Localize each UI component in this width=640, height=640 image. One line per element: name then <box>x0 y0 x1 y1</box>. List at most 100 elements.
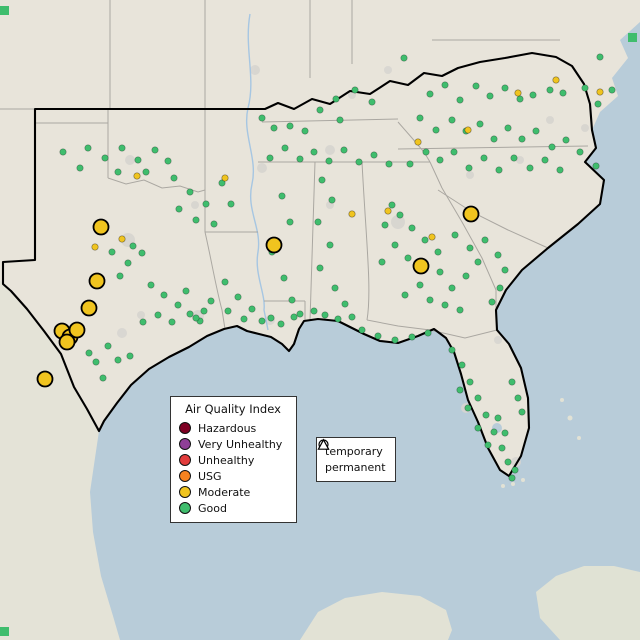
monitor-moderate-temporary <box>58 333 76 351</box>
monitor-good <box>281 144 289 152</box>
legend-item-label: Hazardous <box>198 421 257 435</box>
monitor-good <box>518 135 526 143</box>
monitor-moderate <box>464 126 472 134</box>
monitor-moderate-temporary <box>412 257 430 275</box>
moderate-swatch-icon <box>179 486 191 498</box>
monitor-good <box>370 151 378 159</box>
monitor-good <box>175 205 183 213</box>
monitor-good <box>559 89 567 97</box>
monitor-good <box>541 156 549 164</box>
monitor-good <box>84 144 92 152</box>
corner-marker <box>628 33 637 42</box>
monitor-moderate-temporary <box>462 205 480 223</box>
monitor-good <box>465 164 473 172</box>
monitor-good <box>139 318 147 326</box>
corner-markers-layer <box>0 6 637 636</box>
monitor-good <box>118 144 126 152</box>
monitor-good <box>151 146 159 154</box>
monitor-good <box>336 116 344 124</box>
monitor-good <box>267 314 275 322</box>
monitor-good <box>301 127 309 135</box>
monitor-good <box>422 148 430 156</box>
monitor-good <box>192 314 200 322</box>
monitor-good <box>286 218 294 226</box>
monitor-good <box>108 248 116 256</box>
monitor-moderate <box>91 243 99 251</box>
monitor-good <box>464 404 472 412</box>
monitor-good <box>154 311 162 319</box>
monitor-good <box>168 318 176 326</box>
monitor-good <box>421 236 429 244</box>
legend-item-label: Moderate <box>198 485 251 499</box>
monitor-dots-layer <box>36 53 616 482</box>
hazardous-swatch-icon <box>179 422 191 434</box>
monitor-good <box>596 53 604 61</box>
monitor-good <box>511 466 519 474</box>
legend-item-label: Good <box>198 501 227 515</box>
monitor-good <box>388 201 396 209</box>
monitor-good <box>286 122 294 130</box>
monitor-good <box>129 242 137 250</box>
legend-item-label: Unhealthy <box>198 453 255 467</box>
monitor-moderate <box>118 235 126 243</box>
monitor-good <box>240 315 248 323</box>
monitor-good <box>494 251 502 259</box>
monitor-good <box>114 356 122 364</box>
monitor-good <box>484 441 492 449</box>
monitor-good <box>147 281 155 289</box>
monitor-good <box>316 264 324 272</box>
monitor-good <box>488 298 496 306</box>
monitor-good <box>340 146 348 154</box>
monitor-good <box>321 311 329 319</box>
monitor-good <box>182 287 190 295</box>
monitor-good <box>332 95 340 103</box>
monitor-good <box>404 254 412 262</box>
monitor-good <box>192 216 200 224</box>
monitor-good <box>326 241 334 249</box>
legend-item-good: Good <box>179 500 287 516</box>
monitor-good <box>99 374 107 382</box>
monitor-good <box>458 361 466 369</box>
monitor-good <box>441 301 449 309</box>
monitor-good <box>114 168 122 176</box>
aqi-legend-title: Air Quality Index <box>185 402 281 416</box>
monitor-good <box>474 394 482 402</box>
monitor-good <box>529 91 537 99</box>
monitor-good <box>450 148 458 156</box>
monitor-moderate <box>414 138 422 146</box>
monitor-good <box>451 231 459 239</box>
monitor-good <box>391 241 399 249</box>
cuba-landmass <box>536 566 640 640</box>
monitor-good <box>378 258 386 266</box>
monitor-good <box>441 81 449 89</box>
monitor-good <box>401 291 409 299</box>
monitor-good <box>277 320 285 328</box>
monitor-good <box>234 293 242 301</box>
monitor-good <box>408 224 416 232</box>
monitor-good <box>526 164 534 172</box>
permanent-triangle-icon <box>317 438 330 450</box>
monitor-good <box>462 272 470 280</box>
monitor-good <box>355 158 363 166</box>
monitor-good <box>436 268 444 276</box>
monitor-good <box>481 236 489 244</box>
corner-marker <box>0 627 9 636</box>
monitor-good <box>170 174 178 182</box>
monitor-good <box>381 221 389 229</box>
monitor-good <box>290 313 298 321</box>
monitor-good <box>501 429 509 437</box>
monitor-good <box>258 114 266 122</box>
monitor-good <box>456 306 464 314</box>
monitor-good <box>424 329 432 337</box>
monitor-good <box>174 301 182 309</box>
monitor-moderate-temporary <box>88 272 106 290</box>
monitor-good <box>501 266 509 274</box>
monitor-good <box>224 307 232 315</box>
monitor-good <box>124 259 132 267</box>
monitor-good <box>227 200 235 208</box>
monitor-moderate <box>514 89 522 97</box>
monitor-good <box>318 176 326 184</box>
monitor-good <box>341 300 349 308</box>
